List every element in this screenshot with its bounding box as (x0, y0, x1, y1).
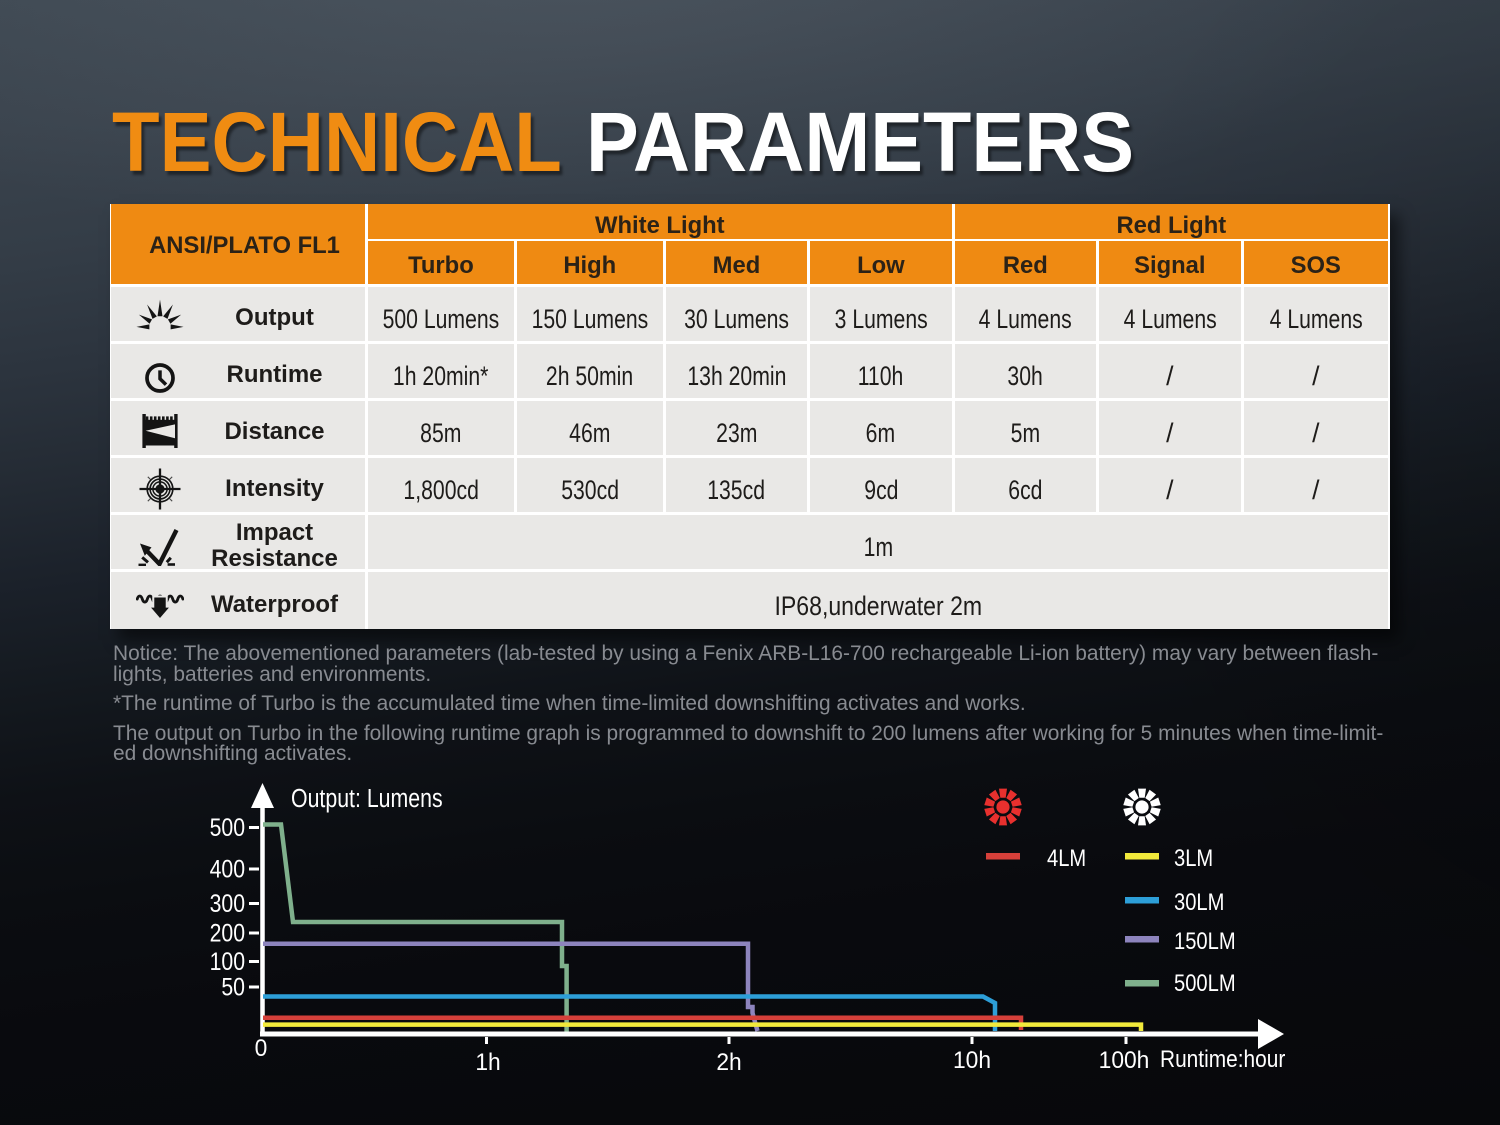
svg-text:50: 50 (221, 973, 245, 1001)
svg-text:200: 200 (210, 919, 245, 947)
svg-text:2h: 2h (716, 1048, 741, 1075)
svg-text:500LM: 500LM (1174, 969, 1236, 996)
svg-text:30LM: 30LM (1174, 888, 1224, 915)
svg-text:100: 100 (210, 947, 245, 975)
svg-text:0: 0 (255, 1034, 268, 1061)
svg-text:Output: Lumens: Output: Lumens (291, 784, 443, 814)
svg-text:100h: 100h (1099, 1046, 1150, 1073)
svg-text:Runtime:hour: Runtime:hour (1160, 1046, 1286, 1073)
svg-text:150LM: 150LM (1174, 927, 1236, 954)
svg-text:500: 500 (210, 813, 245, 841)
svg-text:3LM: 3LM (1174, 844, 1213, 871)
svg-text:1h: 1h (475, 1048, 500, 1075)
svg-text:400: 400 (210, 855, 245, 883)
svg-text:300: 300 (210, 889, 245, 917)
svg-text:4LM: 4LM (1047, 844, 1086, 871)
svg-text:10h: 10h (953, 1046, 991, 1073)
